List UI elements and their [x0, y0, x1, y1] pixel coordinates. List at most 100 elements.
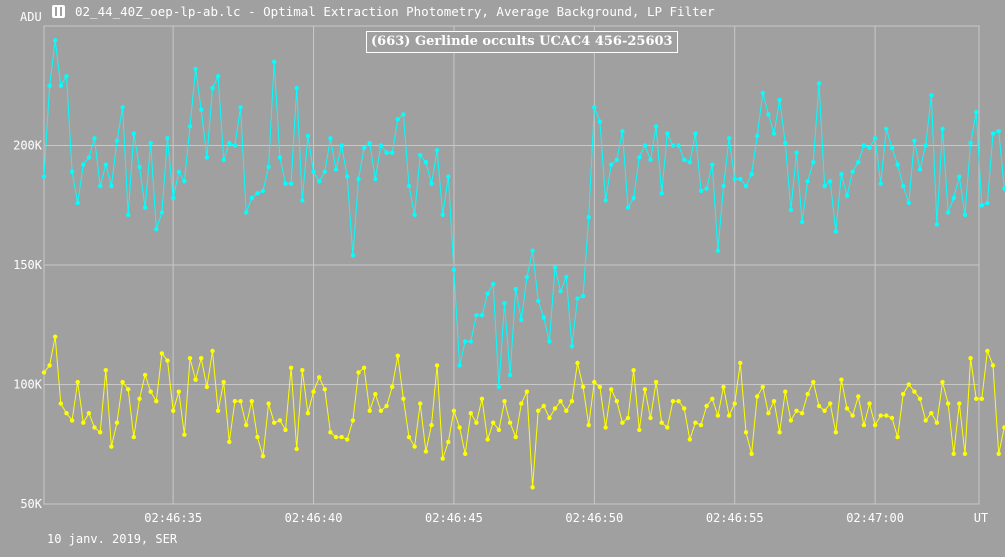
data-point	[878, 181, 883, 186]
data-point	[317, 179, 322, 184]
data-point	[676, 143, 681, 148]
data-point	[513, 286, 518, 292]
data-point	[653, 379, 659, 385]
data-point	[412, 444, 417, 449]
data-point	[58, 83, 63, 89]
data-point	[805, 179, 810, 184]
data-point	[816, 403, 822, 409]
data-point	[513, 434, 518, 440]
data-point	[648, 157, 653, 162]
data-point	[311, 169, 316, 174]
data-point	[137, 396, 142, 401]
data-point	[625, 205, 631, 210]
data-point	[221, 379, 226, 385]
data-point	[693, 420, 698, 425]
data-point	[771, 399, 777, 404]
data-point	[580, 293, 586, 299]
data-point	[277, 418, 283, 423]
data-point	[305, 133, 311, 139]
data-point	[260, 454, 266, 459]
data-point	[390, 150, 395, 155]
data-point	[721, 384, 726, 390]
data-point	[760, 384, 765, 390]
data-point	[979, 396, 984, 401]
data-point	[485, 437, 490, 442]
data-point	[507, 372, 513, 378]
data-point	[861, 422, 867, 428]
data-point	[479, 313, 485, 318]
data-point	[288, 181, 294, 186]
data-point	[350, 253, 356, 258]
data-point	[889, 415, 895, 421]
data-point	[103, 162, 109, 167]
data-point	[923, 143, 928, 148]
data-point	[917, 396, 923, 401]
data-point	[463, 339, 468, 344]
data-point	[418, 401, 423, 406]
data-point	[929, 411, 934, 416]
data-point	[637, 155, 642, 160]
data-point	[171, 408, 176, 413]
data-point	[440, 456, 445, 461]
data-point	[940, 379, 945, 385]
data-point	[142, 372, 148, 378]
data-point	[867, 145, 872, 151]
data-point	[47, 83, 52, 89]
data-point	[536, 298, 541, 304]
data-point	[227, 140, 232, 146]
data-point	[749, 451, 754, 456]
data-point	[81, 162, 86, 167]
data-point	[743, 430, 749, 435]
data-point	[861, 143, 867, 148]
data-point	[929, 93, 934, 98]
data-point	[828, 179, 833, 184]
data-point	[985, 200, 990, 206]
data-point	[41, 174, 47, 179]
data-point	[951, 451, 956, 456]
data-point	[968, 356, 973, 361]
data-point	[92, 136, 97, 141]
data-point	[137, 164, 142, 170]
data-point	[884, 126, 889, 131]
data-point	[755, 133, 760, 139]
data-point	[232, 143, 238, 148]
data-point	[811, 379, 816, 385]
data-point	[384, 150, 389, 155]
x-axis-label: UT	[974, 511, 988, 525]
data-point	[659, 420, 664, 425]
data-point	[126, 212, 131, 217]
data-point	[901, 391, 906, 397]
data-point	[704, 403, 709, 409]
data-point	[350, 418, 356, 423]
data-point	[148, 140, 153, 146]
data-point	[434, 148, 440, 153]
data-point	[114, 138, 120, 143]
data-point	[732, 176, 737, 182]
data-point	[328, 136, 333, 141]
data-point	[395, 353, 400, 358]
data-point	[154, 399, 159, 404]
data-point	[322, 387, 327, 392]
data-point	[603, 198, 608, 203]
data-point	[558, 289, 563, 294]
data-point	[361, 365, 367, 370]
data-point	[541, 315, 546, 320]
y-tick-label: 100K	[13, 378, 43, 392]
data-point	[53, 38, 58, 43]
data-point	[283, 427, 288, 433]
data-point	[221, 157, 226, 162]
data-point	[665, 425, 670, 430]
data-point	[361, 145, 367, 151]
data-point	[502, 301, 507, 306]
data-point	[244, 422, 249, 428]
data-point	[945, 210, 951, 215]
data-point	[451, 267, 457, 272]
data-point	[653, 124, 659, 129]
data-point	[822, 183, 827, 189]
data-point	[345, 174, 350, 179]
data-point	[204, 384, 210, 390]
data-point	[474, 420, 479, 425]
data-point	[609, 387, 614, 392]
data-point	[266, 164, 271, 170]
data-point	[53, 334, 58, 339]
